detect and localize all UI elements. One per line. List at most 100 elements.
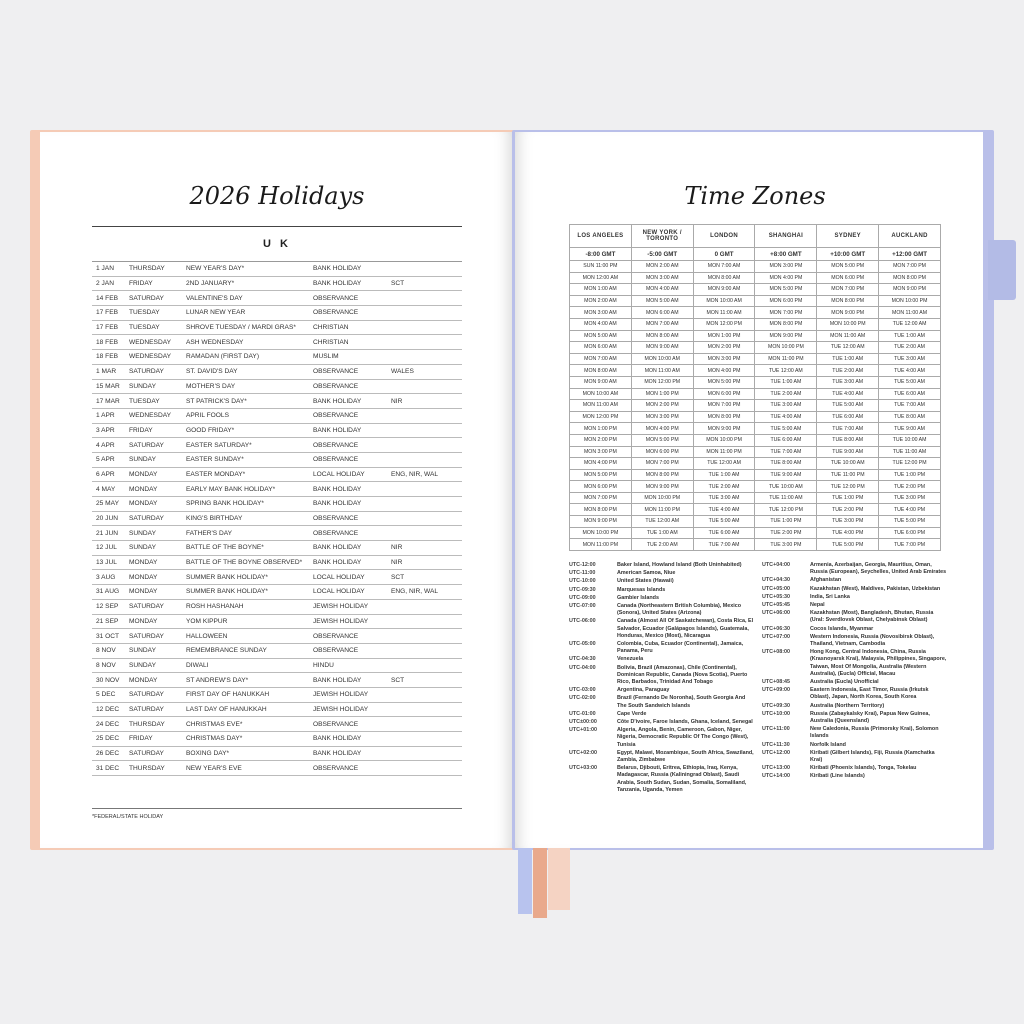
time-cell: MON 9:00 AM bbox=[692, 283, 756, 296]
holiday-name-cell: MOTHER'S DAY bbox=[186, 382, 236, 390]
holiday-type-cell: OBSERVANCE bbox=[313, 294, 359, 302]
table-row: 25 DEC FRIDAY CHRISTMAS DAY* BANK HOLIDAY bbox=[92, 732, 462, 747]
date-cell: 12 SEP bbox=[96, 603, 119, 611]
date-cell: 31 AUG bbox=[96, 588, 120, 596]
holiday-type-cell: MUSLIM bbox=[313, 353, 339, 361]
table-row: SUN 11:00 PM MON 2:00 AM MON 7:00 AM MON 3:… bbox=[569, 260, 941, 273]
time-cell: MON 7:00 PM bbox=[754, 306, 818, 319]
weekday-cell: SUNDAY bbox=[129, 661, 156, 669]
ribbon-bookmark-peach[interactable] bbox=[533, 848, 547, 918]
time-cell: MON 1:00 PM bbox=[569, 422, 632, 435]
utc-regions: Armenia, Azerbaijan, Georgia, Mauritius,… bbox=[810, 562, 947, 576]
time-cell: MON 11:00 PM bbox=[630, 503, 694, 517]
utc-regions: American Samoa, Niue bbox=[617, 570, 676, 577]
utc-entry: UTC-06:00 Canada (Almost All Of Saskatche… bbox=[569, 618, 754, 640]
date-cell: 30 NOV bbox=[96, 676, 120, 684]
weekday-cell: THURSDAY bbox=[129, 720, 165, 728]
page-tab[interactable] bbox=[988, 240, 1016, 300]
time-cell: TUE 12:00 AM bbox=[692, 457, 756, 470]
weekday-cell: SATURDAY bbox=[129, 750, 164, 758]
weekday-cell: SUNDAY bbox=[129, 456, 156, 464]
holidays-title: 2026 Holidays bbox=[189, 182, 365, 210]
holiday-type-cell: OBSERVANCE bbox=[313, 764, 359, 772]
region-cell: ENG, NIR, WAL bbox=[391, 470, 439, 478]
time-cell: MON 10:00 PM bbox=[878, 294, 941, 308]
timezone-table: LOS ANGELES NEW YORK / TORONTO LONDON SHANG… bbox=[569, 224, 941, 551]
time-cell: MON 11:00 AM bbox=[816, 329, 880, 343]
weekday-cell: WEDNESDAY bbox=[129, 412, 172, 420]
time-cell: MON 11:00 PM bbox=[754, 352, 818, 366]
holiday-type-cell: LOCAL HOLIDAY bbox=[313, 588, 365, 596]
time-cell: TUE 4:00 PM bbox=[816, 526, 880, 540]
table-row: MON 3:00 AM MON 6:00 AM MON 11:00 AM MON 7:… bbox=[569, 306, 941, 319]
utc-regions: Norfolk Island bbox=[810, 741, 846, 748]
time-cell: TUE 1:00 AM bbox=[754, 375, 818, 389]
time-cell: MON 4:00 PM bbox=[569, 457, 632, 470]
date-cell: 4 MAY bbox=[96, 485, 116, 493]
date-cell: 1 MAR bbox=[96, 368, 117, 376]
weekday-cell: THURSDAY bbox=[129, 764, 165, 772]
holiday-type-cell: OBSERVANCE bbox=[313, 441, 359, 449]
date-cell: 3 APR bbox=[96, 426, 115, 434]
time-cell: TUE 6:00 AM bbox=[754, 433, 818, 447]
utc-entry: UTC-04:00 Bolivia, Brazil (Amazonas), Chi… bbox=[569, 665, 754, 687]
time-cell: MON 2:00 PM bbox=[569, 433, 632, 447]
time-cell: MON 10:00 PM bbox=[569, 526, 632, 540]
time-cell: MON 9:00 PM bbox=[878, 283, 941, 296]
time-cell: TUE 4:00 AM bbox=[692, 503, 756, 517]
time-cell: MON 5:00 PM bbox=[816, 260, 880, 273]
utc-regions: Kiribati (Gilbert Islands), Fiji, Russia… bbox=[810, 749, 935, 764]
time-cell: MON 1:00 PM bbox=[692, 329, 756, 343]
table-row: 21 SEP MONDAY YOM KIPPUR JEWISH HOLIDAY bbox=[92, 615, 462, 630]
holiday-type-cell: OBSERVANCE bbox=[313, 456, 359, 464]
date-cell: 24 DEC bbox=[96, 720, 120, 728]
holiday-name-cell: YOM KIPPUR bbox=[186, 617, 228, 625]
table-row: 14 FEB SATURDAY VALENTINE'S DAY OBSERVANCE bbox=[92, 291, 462, 307]
table-row: 5 APR SUNDAY EASTER SUNDAY* OBSERVANCE bbox=[92, 453, 462, 468]
table-row: 17 FEB TUESDAY LUNAR NEW YEAR OBSERVANCE bbox=[92, 306, 462, 321]
time-cell: MON 4:00 AM bbox=[630, 283, 694, 296]
time-cell: MON 7:00 PM bbox=[630, 457, 694, 470]
weekday-cell: SUNDAY bbox=[129, 544, 156, 552]
time-cell: MON 4:00 PM bbox=[754, 271, 818, 285]
city-header: AUCKLAND bbox=[878, 224, 941, 248]
date-cell: 17 MAR bbox=[96, 397, 120, 405]
time-cell: MON 10:00 PM bbox=[816, 317, 880, 331]
utc-offset: UTC+07:00 bbox=[762, 633, 791, 640]
utc-offset: UTC+05:30 bbox=[762, 593, 791, 600]
holiday-name-cell: EASTER MONDAY* bbox=[186, 470, 246, 478]
table-row: 2 JAN FRIDAY 2ND JANUARY* BANK HOLIDAY SCT bbox=[92, 277, 462, 292]
utc-regions: Afghanistan bbox=[810, 577, 842, 584]
utc-offset: UTC-03:00 bbox=[569, 687, 596, 694]
time-cell: MON 12:00 AM bbox=[569, 271, 632, 285]
weekday-cell: SATURDAY bbox=[129, 691, 164, 699]
table-row: 1 JAN THURSDAY NEW YEAR'S DAY* BANK HOLIDAY bbox=[92, 262, 462, 277]
weekday-cell: FRIDAY bbox=[129, 280, 153, 288]
time-cell: MON 9:00 PM bbox=[630, 480, 694, 493]
date-cell: 2 JAN bbox=[96, 280, 114, 288]
time-cell: MON 11:00 AM bbox=[878, 306, 941, 319]
ribbon-bookmark-light[interactable] bbox=[548, 848, 570, 910]
time-cell: TUE 1:00 AM bbox=[692, 468, 756, 482]
time-cell: TUE 3:00 AM bbox=[878, 352, 941, 366]
utc-regions: Western Indonesia, Russia (Novosibirsk O… bbox=[810, 633, 935, 648]
weekday-cell: MONDAY bbox=[129, 617, 158, 625]
holiday-type-cell: BANK HOLIDAY bbox=[313, 500, 362, 508]
time-cell: TUE 2:00 PM bbox=[878, 480, 941, 493]
utc-regions: Marquesas Islands bbox=[617, 586, 666, 593]
time-cell: MON 7:00 AM bbox=[692, 260, 756, 273]
utc-regions: Kazakhstan (West), Maldives, Pakistan, U… bbox=[810, 585, 941, 592]
time-cell: MON 10:00 AM bbox=[630, 352, 694, 366]
table-row: 1 APR WEDNESDAY APRIL FOOLS OBSERVANCE bbox=[92, 409, 462, 424]
holiday-name-cell: NEW YEAR'S EVE bbox=[186, 764, 242, 772]
utc-entry: UTC-11:00 American Samoa, Niue bbox=[569, 570, 754, 577]
time-cell: MON 8:00 AM bbox=[569, 364, 632, 377]
ribbon-bookmark-blue[interactable] bbox=[518, 848, 532, 914]
time-cell: TUE 10:00 AM bbox=[878, 433, 941, 447]
holiday-name-cell: ST ANDREW'S DAY* bbox=[186, 676, 249, 684]
holiday-type-cell: OBSERVANCE bbox=[313, 529, 359, 537]
utc-entry: UTC-01:00 Cape Verde bbox=[569, 711, 754, 718]
time-cell: TUE 6:00 AM bbox=[816, 410, 880, 424]
time-cell: TUE 5:00 PM bbox=[816, 538, 880, 551]
holiday-name-cell: LUNAR NEW YEAR bbox=[186, 309, 246, 317]
